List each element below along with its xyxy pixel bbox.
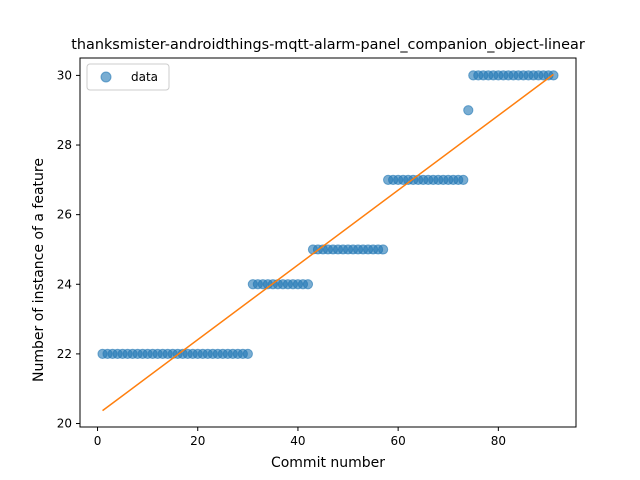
data-point xyxy=(379,245,388,254)
data-point xyxy=(459,175,468,184)
y-tick-label: 20 xyxy=(57,417,72,431)
trend-line xyxy=(103,74,554,410)
y-axis-label: Number of instance of a feature xyxy=(31,158,47,382)
data-point xyxy=(243,349,252,358)
data-point xyxy=(464,106,473,115)
y-tick-label: 28 xyxy=(57,138,72,152)
x-tick-label: 60 xyxy=(391,434,406,448)
legend: data xyxy=(87,64,169,90)
x-tick-label: 20 xyxy=(190,434,205,448)
x-tick-label: 40 xyxy=(290,434,305,448)
plot-area xyxy=(80,58,576,427)
legend-marker xyxy=(101,72,111,82)
x-tick-label: 0 xyxy=(94,434,102,448)
data-point xyxy=(549,71,558,80)
y-axis: 20 22 24 26 28 30 xyxy=(57,68,80,430)
y-tick-label: 22 xyxy=(57,347,72,361)
data-point xyxy=(303,280,312,289)
x-axis-label: Commit number xyxy=(271,455,385,471)
y-tick-label: 24 xyxy=(57,277,72,291)
legend-entry-data: data xyxy=(131,70,158,84)
y-tick-label: 30 xyxy=(57,68,72,82)
y-tick-label: 26 xyxy=(57,208,72,222)
chart-title: thanksmister-androidthings-mqtt-alarm-pa… xyxy=(71,37,585,53)
x-tick-label: 80 xyxy=(491,434,506,448)
x-axis: 0 20 40 60 80 xyxy=(94,427,506,448)
